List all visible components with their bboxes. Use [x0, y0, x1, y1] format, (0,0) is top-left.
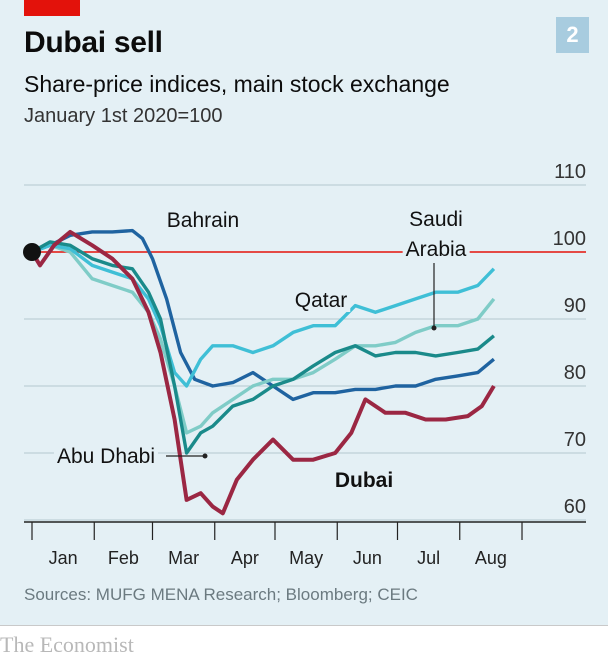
annotation-leaders — [166, 263, 437, 459]
label-bahrain: Bahrain — [167, 209, 239, 232]
chart-panel — [0, 0, 608, 625]
chart-title: Dubai sell — [24, 26, 163, 59]
chart-number-badge: 2 — [556, 17, 589, 53]
x-tick-label-jun: Jun — [353, 548, 382, 568]
source-note: Sources: MUFG MENA Research; Bloomberg; … — [24, 585, 418, 604]
label-abu-dhabi: Abu Dhabi — [57, 445, 155, 468]
label-saudi-arabia-line2-backdrop — [402, 238, 470, 261]
series-line-dubai — [30, 229, 496, 516]
x-tick-label-apr: Apr — [231, 548, 259, 568]
y-tick-label-100: 100 — [553, 228, 586, 250]
x-tick-label-jul: Jul — [417, 548, 440, 568]
y-tick-label-110: 110 — [554, 161, 586, 183]
series-lines — [23, 228, 496, 516]
label-dubai-backdrop — [331, 469, 397, 492]
series-line-abu-dhabi — [31, 240, 495, 455]
x-axis: Jan Feb Mar Apr May Jun Jul Aug — [24, 521, 586, 568]
brand-red-tag — [24, 0, 80, 16]
x-tick-label-feb: Feb — [108, 548, 139, 568]
footer-divider — [0, 625, 608, 626]
chart-labels: Bahrain Saudi Arabia Qatar Abu Dhabi Dubai — [53, 208, 470, 492]
x-tick-label-may: May — [289, 548, 323, 568]
y-tick-label-70: 70 — [564, 429, 586, 451]
label-saudi-arabia-line2: Arabia — [406, 238, 467, 261]
label-qatar: Qatar — [295, 289, 348, 312]
series-line-bahrain — [31, 228, 495, 402]
gridlines: 60 70 80 90 100 110 — [24, 161, 586, 521]
series-line-qatar — [31, 243, 496, 388]
label-dubai: Dubai — [335, 469, 393, 492]
saudi-arabia-leader-dot — [431, 325, 437, 331]
label-abu-dhabi-backdrop — [53, 445, 159, 468]
label-qatar-backdrop — [291, 289, 351, 312]
label-saudi-arabia-line1-backdrop — [406, 208, 466, 231]
label-saudi-arabia-line1: Saudi — [409, 208, 463, 231]
index-base-note: January 1st 2020=100 — [24, 105, 223, 127]
start-marker — [23, 243, 41, 261]
y-tick-label-60: 60 — [564, 496, 586, 518]
chart-subtitle: Share-price indices, main stock exchange — [24, 71, 450, 97]
y-tick-label-90: 90 — [564, 295, 586, 317]
x-tick-label-mar: Mar — [168, 548, 199, 568]
x-tick-label-jan: Jan — [49, 548, 78, 568]
x-tick-label-aug: Aug — [475, 548, 507, 568]
abu-dhabi-leader-dot — [202, 453, 208, 459]
label-bahrain-backdrop — [163, 209, 243, 232]
y-tick-label-80: 80 — [564, 362, 586, 384]
publisher-logo: The Economist — [0, 632, 134, 657]
series-line-saudi-arabia — [31, 243, 496, 435]
